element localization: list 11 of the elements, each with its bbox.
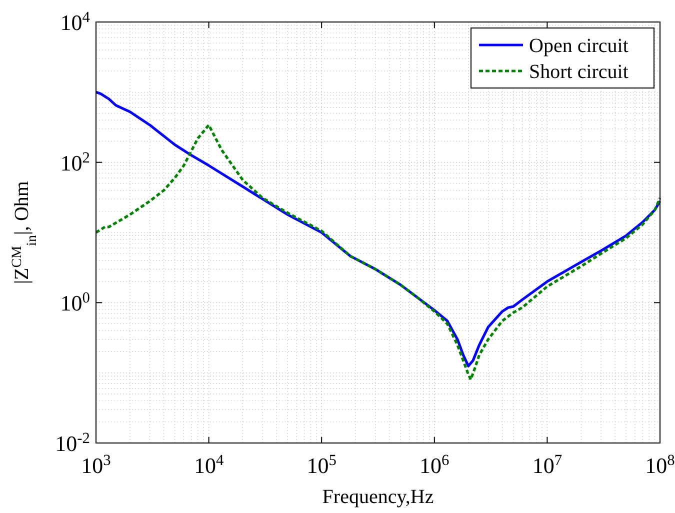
y-tick-label: 10$^{0}$ [60, 289, 90, 316]
x-tick-label: 10$^{7}$ [532, 452, 562, 478]
legend-label: Short circuit [529, 61, 629, 83]
y-tick-label: 10$^{2}$ [60, 148, 90, 176]
x-tick-label: 10$^{5}$ [306, 452, 337, 478]
legend-label: Open circuit [529, 35, 629, 57]
x-tick-label: 10$^{8}$ [645, 452, 675, 478]
x-tick-label: 10$^{6}$ [420, 452, 450, 478]
x-tick-label: 10$^{4}$ [194, 452, 224, 478]
y-tick-label: 10$^{4}$ [60, 8, 90, 35]
x-axis-title: Frequency,Hz [322, 486, 434, 508]
